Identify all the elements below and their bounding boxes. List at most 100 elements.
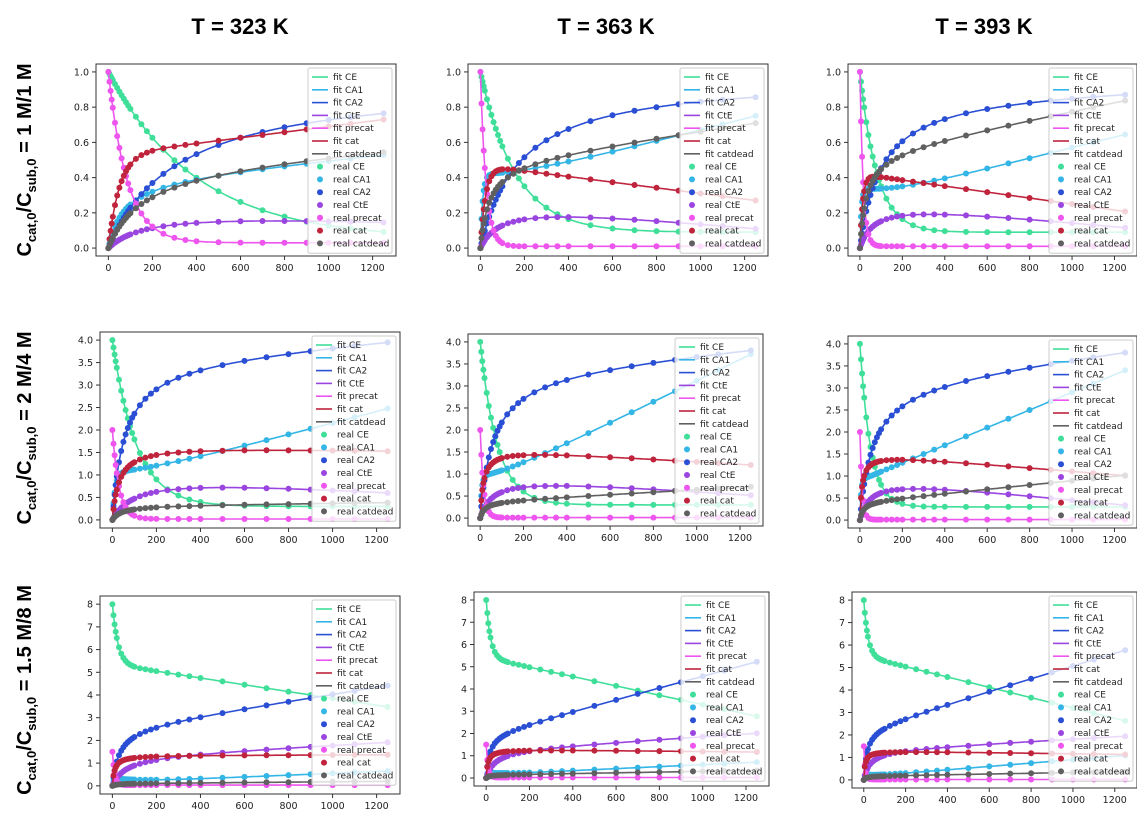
y-tick-label: 2: [461, 729, 467, 740]
real-point-CE: [888, 204, 895, 211]
real-point-CA1: [878, 468, 885, 475]
real-point-cat: [486, 178, 493, 185]
legend-label: fit catdead: [337, 682, 386, 692]
real-point-CA1: [147, 463, 154, 470]
real-point-CE: [483, 597, 490, 603]
y-tick-label: 7: [839, 618, 845, 629]
legend-marker-precat: [684, 484, 690, 491]
real-point-CA2: [504, 730, 511, 737]
real-point-precat: [543, 243, 550, 250]
legend-box: [1048, 595, 1134, 782]
real-point-catdead: [543, 157, 550, 164]
real-point-cat: [110, 772, 117, 779]
real-point-catdead: [160, 188, 167, 195]
real-point-precat: [923, 776, 930, 783]
row-label-3-rest: = 1.5 M/8 M: [14, 585, 36, 697]
real-point-catdead: [883, 497, 890, 504]
legend-marker-precat: [317, 214, 323, 221]
legend-label: fit CE: [337, 605, 361, 615]
real-point-CE: [480, 366, 487, 373]
real-point-catdead: [164, 780, 171, 787]
real-point-precat: [112, 119, 118, 126]
real-point-cat: [480, 480, 487, 486]
legend-marker-cat: [1058, 227, 1064, 234]
real-point-CE: [871, 162, 878, 169]
real-point-precat: [1005, 243, 1012, 250]
real-point-catdead: [504, 771, 511, 778]
real-point-CtE: [553, 482, 559, 489]
real-point-CE: [515, 175, 522, 182]
real-point-precat: [883, 243, 890, 250]
real-point-CA2: [886, 722, 893, 729]
y-tick-label: 3: [461, 707, 467, 718]
real-point-CA1: [1005, 160, 1012, 167]
real-point-cat: [941, 183, 948, 190]
legend-marker-CE: [317, 163, 323, 170]
real-point-CtE: [963, 212, 969, 219]
y-tick-label: 0.0: [74, 244, 89, 255]
x-tick-label: 800: [650, 793, 668, 804]
x-tick-label: 200: [520, 793, 538, 804]
legend-label: fit precat: [1074, 652, 1115, 662]
chart-panel-r1-c2: 0 200 400 600 800 1000 1200 0.0 0.2 0.4 0.6 0.8 1.0 f…: [446, 63, 769, 274]
chart-panel-r2-c3: 0 200 400 600 800 1000 1200 0.0 0.5 1.0 1.5 2.0 2.5 3…: [826, 335, 1137, 546]
legend-marker-catdead: [317, 240, 323, 247]
real-point-CE: [504, 155, 511, 162]
real-point-catdead: [186, 780, 193, 786]
legend-box: [1048, 67, 1134, 254]
real-point-catdead: [965, 771, 972, 778]
real-point-precat: [858, 463, 864, 470]
real-point-catdead: [509, 498, 516, 505]
real-point-CA1: [883, 466, 890, 473]
real-point-precat: [153, 515, 160, 522]
legend-label: real CA1: [337, 707, 375, 717]
real-point-CA1: [504, 465, 511, 472]
real-point-cat: [553, 452, 559, 459]
real-point-catdead: [923, 772, 930, 779]
legend-label: fit catdead: [705, 150, 754, 160]
real-point-CE: [631, 227, 638, 234]
real-point-CA2: [910, 396, 916, 403]
real-point-cat: [965, 749, 972, 756]
legend-marker-catdead: [1058, 240, 1064, 247]
real-point-CE: [863, 414, 870, 421]
real-point-CE: [477, 338, 484, 345]
real-point-CA2: [888, 412, 895, 419]
real-point-CtE: [894, 213, 901, 220]
real-point-CE: [865, 430, 872, 437]
real-point-cat: [531, 451, 538, 458]
real-point-CA1: [984, 424, 991, 431]
legend-label: real precat: [706, 742, 755, 752]
row-label-3: Ccat,0/Csub,0 = 1.5 M/8 M: [14, 585, 39, 795]
real-point-catdead: [559, 770, 565, 777]
legend-box: [679, 67, 765, 254]
real-point-CA2: [920, 124, 927, 131]
real-point-CE: [521, 183, 528, 190]
legend-label: real CA1: [700, 445, 738, 455]
y-tick-label: 1.0: [78, 470, 93, 481]
real-point-CE: [856, 340, 863, 347]
real-point-cat: [859, 483, 866, 490]
real-point-precat: [131, 512, 138, 519]
real-point-CE: [490, 424, 497, 431]
real-point-catdead: [609, 143, 616, 150]
real-point-CA1: [219, 774, 226, 781]
legend-label: real CtE: [333, 201, 369, 211]
legend-label: real CA2: [1074, 716, 1112, 726]
real-point-CtE: [509, 485, 516, 492]
row-label-2-sub1: cat,0: [24, 480, 39, 510]
legend-label: real cat: [1074, 499, 1108, 509]
real-point-CE: [965, 679, 972, 686]
real-point-catdead: [1026, 117, 1033, 124]
legend-label: real cat: [705, 227, 739, 237]
real-point-CtE: [504, 220, 511, 227]
legend-marker-cat: [684, 497, 690, 504]
real-point-precat: [856, 429, 863, 435]
legend-label: fit precat: [333, 124, 374, 134]
real-point-cat: [656, 748, 663, 755]
y-tick-label: 0.4: [74, 173, 89, 184]
real-point-CE: [860, 96, 867, 103]
real-point-precat: [931, 243, 938, 250]
legend-box: [674, 337, 760, 524]
real-point-cat: [881, 749, 888, 756]
